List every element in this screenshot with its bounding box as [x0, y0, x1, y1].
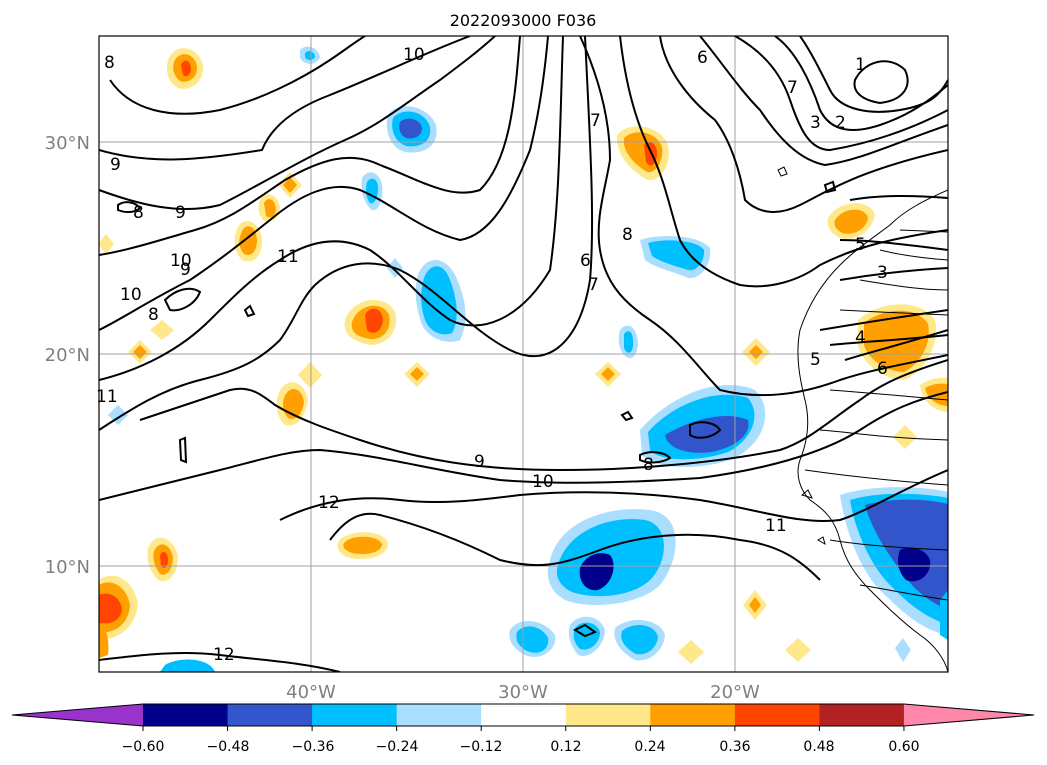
contour-label: 5	[855, 235, 866, 255]
negative-anomaly-shading	[108, 46, 948, 672]
contour-label: 5	[810, 350, 821, 370]
contour-label: 3	[877, 263, 888, 283]
contour-label: 10	[403, 45, 425, 65]
contour-label: 11	[96, 387, 118, 407]
contour-label: 9	[175, 203, 186, 223]
map-title: 2022093000 F036	[450, 11, 597, 30]
contour-label: 1	[855, 55, 866, 75]
contour-label: 3	[810, 113, 821, 133]
colorbar-tick-label: 0.36	[719, 739, 750, 755]
lon-label-40w: 40°W	[286, 682, 336, 703]
contour-label: 10	[120, 285, 142, 305]
colorbar-segment	[143, 704, 229, 726]
map-frame	[98, 35, 949, 673]
colorbar-segment	[312, 704, 398, 726]
contour-label: 6	[697, 48, 708, 68]
contour-label: 2	[835, 113, 846, 133]
colorbar-segment	[396, 704, 482, 726]
contour-label: 10	[532, 472, 554, 492]
colorbar-tick-label: 0.60	[888, 739, 919, 755]
colorbar-segment	[481, 704, 567, 726]
contour-label: 10	[170, 251, 192, 271]
colorbar-tick-label: −0.24	[376, 739, 419, 755]
contour-label: 9	[474, 452, 485, 472]
colorbar-segment	[565, 704, 651, 726]
lat-label-30n: 30°N	[45, 133, 90, 154]
colorbar-tick-label: 0.12	[550, 739, 581, 755]
colorbar-ticks	[142, 726, 905, 731]
colorbar-tick-label: −0.36	[292, 739, 335, 755]
contour-label: 8	[643, 455, 654, 475]
colorbar-segment	[734, 704, 820, 726]
colorbar-segment	[12, 704, 143, 726]
contour-label: 8	[133, 203, 144, 223]
contour-label: 11	[277, 247, 299, 267]
contour-labels: 8 10 6 7 1 9 2 3 9 8 10 11 7 8 6 10 9 7 …	[96, 45, 888, 665]
colorbar: −0.60 −0.48 −0.36 −0.24 −0.12 0.12 0.24 …	[11, 703, 1035, 755]
contour-label: 7	[590, 111, 601, 131]
contour-label: 8	[622, 225, 633, 245]
positive-anomaly-shading	[99, 48, 948, 664]
colorbar-tick-label: 0.24	[634, 739, 665, 755]
contour-label: 12	[318, 493, 340, 513]
contour-label: 6	[877, 359, 888, 379]
colorbar-segment	[650, 704, 736, 726]
colorbar-segment	[227, 704, 313, 726]
colorbar-segment	[819, 704, 905, 726]
contour-label: 11	[765, 516, 787, 536]
contour-label: 4	[855, 328, 866, 348]
colorbar-segment	[903, 704, 1034, 726]
lon-label-20w: 20°W	[710, 682, 760, 703]
colorbar-tick-label: 0.48	[803, 739, 834, 755]
lon-label-30w: 30°W	[498, 682, 548, 703]
colorbar-segments	[11, 703, 1035, 727]
contour-label: 12	[213, 645, 235, 665]
colorbar-tick-labels: −0.60 −0.48 −0.36 −0.24 −0.12 0.12 0.24 …	[122, 739, 920, 755]
colorbar-tick-label: −0.60	[122, 739, 165, 755]
map-panel: 8 10 6 7 1 9 2 3 9 8 10 11 7 8 6 10 9 7 …	[96, 35, 949, 673]
colorbar-tick-label: −0.12	[460, 739, 503, 755]
contour-label: 6	[580, 251, 591, 271]
lat-label-10n: 10°N	[45, 557, 90, 578]
contour-label: 9	[110, 155, 121, 175]
lat-label-20n: 20°N	[45, 345, 90, 366]
contour-label: 8	[104, 53, 115, 73]
contour-label: 8	[148, 305, 159, 325]
colorbar-tick-label: −0.48	[207, 739, 250, 755]
contour-lines	[99, 36, 948, 672]
contour-label: 7	[588, 275, 599, 295]
contour-label: 7	[787, 78, 798, 98]
latitude-tick-labels: 30°N 20°N 10°N	[45, 133, 90, 578]
longitude-tick-labels: 40°W 30°W 20°W	[286, 682, 760, 703]
coastlines	[777, 166, 948, 672]
contour-label: 9	[180, 260, 191, 280]
